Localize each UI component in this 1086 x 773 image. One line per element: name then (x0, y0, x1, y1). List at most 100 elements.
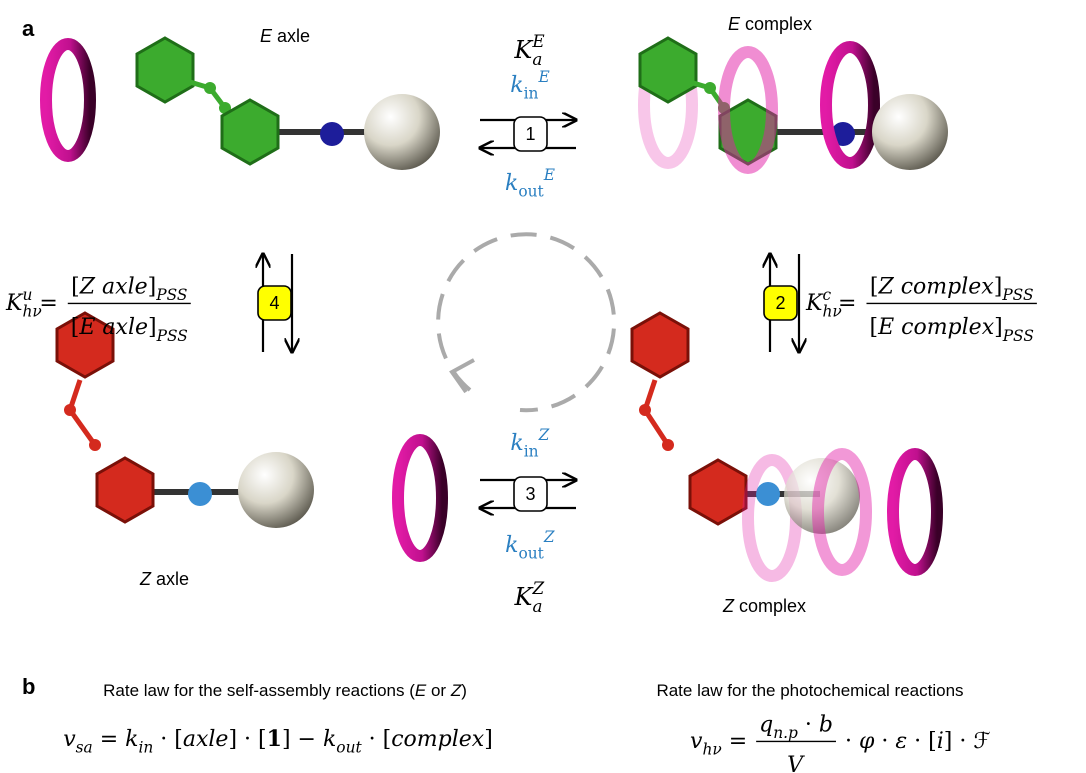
text-run: · (838, 729, 859, 754)
text-run: Z (531, 578, 544, 598)
text-run: · [ (362, 727, 392, 752)
text-run: in (524, 85, 539, 103)
fraction-denominator: [E axle]PSS (71, 315, 188, 345)
text-run: ] (148, 315, 157, 340)
text-run: · (798, 713, 819, 738)
e-axle-molecule (40, 36, 440, 170)
text-run: u (22, 286, 32, 304)
text-run: ) (461, 681, 467, 700)
text-run: E (728, 14, 741, 34)
text-run: V (787, 753, 805, 773)
text-run: complex (740, 14, 812, 34)
text-run: k (323, 727, 336, 752)
caption: Rate law for the photochemical reactions (656, 681, 963, 700)
text-run: Z axle (79, 275, 148, 300)
z-axle-molecule (55, 311, 448, 562)
species-label: E axle (260, 26, 310, 46)
step-boxes: 1 2 3 4 (257, 116, 798, 512)
fraction-numerator: qn.p · b (759, 713, 833, 743)
rate-law: vsa = kin · [axle] · [1] − kout · [compl… (63, 726, 493, 757)
species-label: Z complex (722, 596, 806, 616)
text-run: hν (22, 303, 41, 321)
caption: Rate law for the self-assembly reactions… (103, 681, 467, 700)
text-run: K (805, 291, 824, 316)
text-run: ] (484, 727, 493, 752)
text-run: axle (183, 727, 229, 752)
text-run: in (524, 443, 539, 461)
text-run: E (260, 26, 273, 46)
panel-label: a (22, 16, 35, 41)
cycle-arrow (436, 232, 617, 413)
text-run: out (518, 183, 544, 201)
text-run: n.p (773, 724, 798, 742)
text-run: v (63, 727, 76, 752)
text-run: φ (859, 729, 875, 754)
text-run: Rate law for the photochemical reactions (656, 681, 963, 700)
text-run: i (937, 729, 944, 754)
text-run: K (513, 36, 534, 64)
fraction-denominator: V (787, 753, 805, 773)
species-label: Z axle (139, 569, 189, 589)
fraction-numerator: [Z complex]PSS (870, 275, 1034, 305)
text-run: ] (994, 275, 1003, 300)
e-complex-molecule (638, 36, 948, 174)
binding-constant: KaE (513, 31, 544, 69)
text-run: ] · [ (228, 727, 266, 752)
text-run: E (415, 681, 427, 700)
text-run: = (722, 729, 754, 754)
text-run: Z (450, 681, 462, 700)
text-run: b (819, 713, 833, 738)
text-run: k (510, 73, 523, 98)
rate-constant-in: kinZ (510, 426, 549, 461)
step-number: 3 (525, 484, 535, 504)
text-run: PSS (1001, 286, 1033, 304)
text-run: ε (895, 729, 907, 754)
text-run: hν (702, 741, 721, 759)
text-run: = (32, 291, 64, 316)
text-run: Rate law for the self-assembly reactions… (103, 681, 415, 700)
text-run: E complex (877, 315, 995, 340)
text-run: · [ (153, 727, 183, 752)
text-run: PSS (1002, 327, 1034, 345)
text-run: [ (870, 275, 879, 300)
step-number: 4 (269, 293, 279, 313)
z-complex-molecule (630, 311, 943, 582)
text-run: ] · (944, 729, 974, 754)
step-number: 2 (775, 293, 785, 313)
text-run: Z (139, 569, 152, 589)
text-run: out (336, 739, 362, 757)
text-run: a (532, 49, 542, 69)
panel-label: b (22, 674, 35, 699)
text-run: 1 (267, 726, 282, 752)
rate-constant-out: koutZ (505, 528, 555, 563)
fraction-numerator: [Z axle]PSS (71, 275, 187, 305)
text-run: a (532, 596, 542, 616)
rate-constant-out: koutE (505, 166, 555, 201)
text-run: E (531, 31, 544, 51)
species-label: E complex (728, 14, 812, 34)
text-run: · (874, 729, 895, 754)
text-run: Z (543, 528, 555, 546)
text-run: · [ (907, 729, 937, 754)
text-run: c (822, 286, 831, 304)
text-run: k (510, 431, 523, 456)
text-run: = (831, 291, 863, 316)
text-run: axle (151, 569, 189, 589)
text-run: out (518, 545, 544, 563)
text-run: [ (71, 275, 80, 300)
text-run: k (505, 171, 518, 196)
binding-constant: KaZ (514, 578, 545, 616)
text-run: K (514, 583, 535, 611)
text-run: or (426, 681, 451, 700)
rate-constant-in: kinE (510, 68, 549, 103)
text-run: Z (722, 596, 735, 616)
fraction-denominator: [E complex]PSS (869, 315, 1033, 345)
text-run: v (690, 729, 703, 754)
text-run: sa (76, 739, 93, 757)
text-run: E (543, 166, 555, 184)
text-run: q (759, 713, 773, 738)
text-run: in (138, 739, 153, 757)
text-run: axle (272, 26, 310, 46)
step-number: 1 (525, 124, 535, 144)
